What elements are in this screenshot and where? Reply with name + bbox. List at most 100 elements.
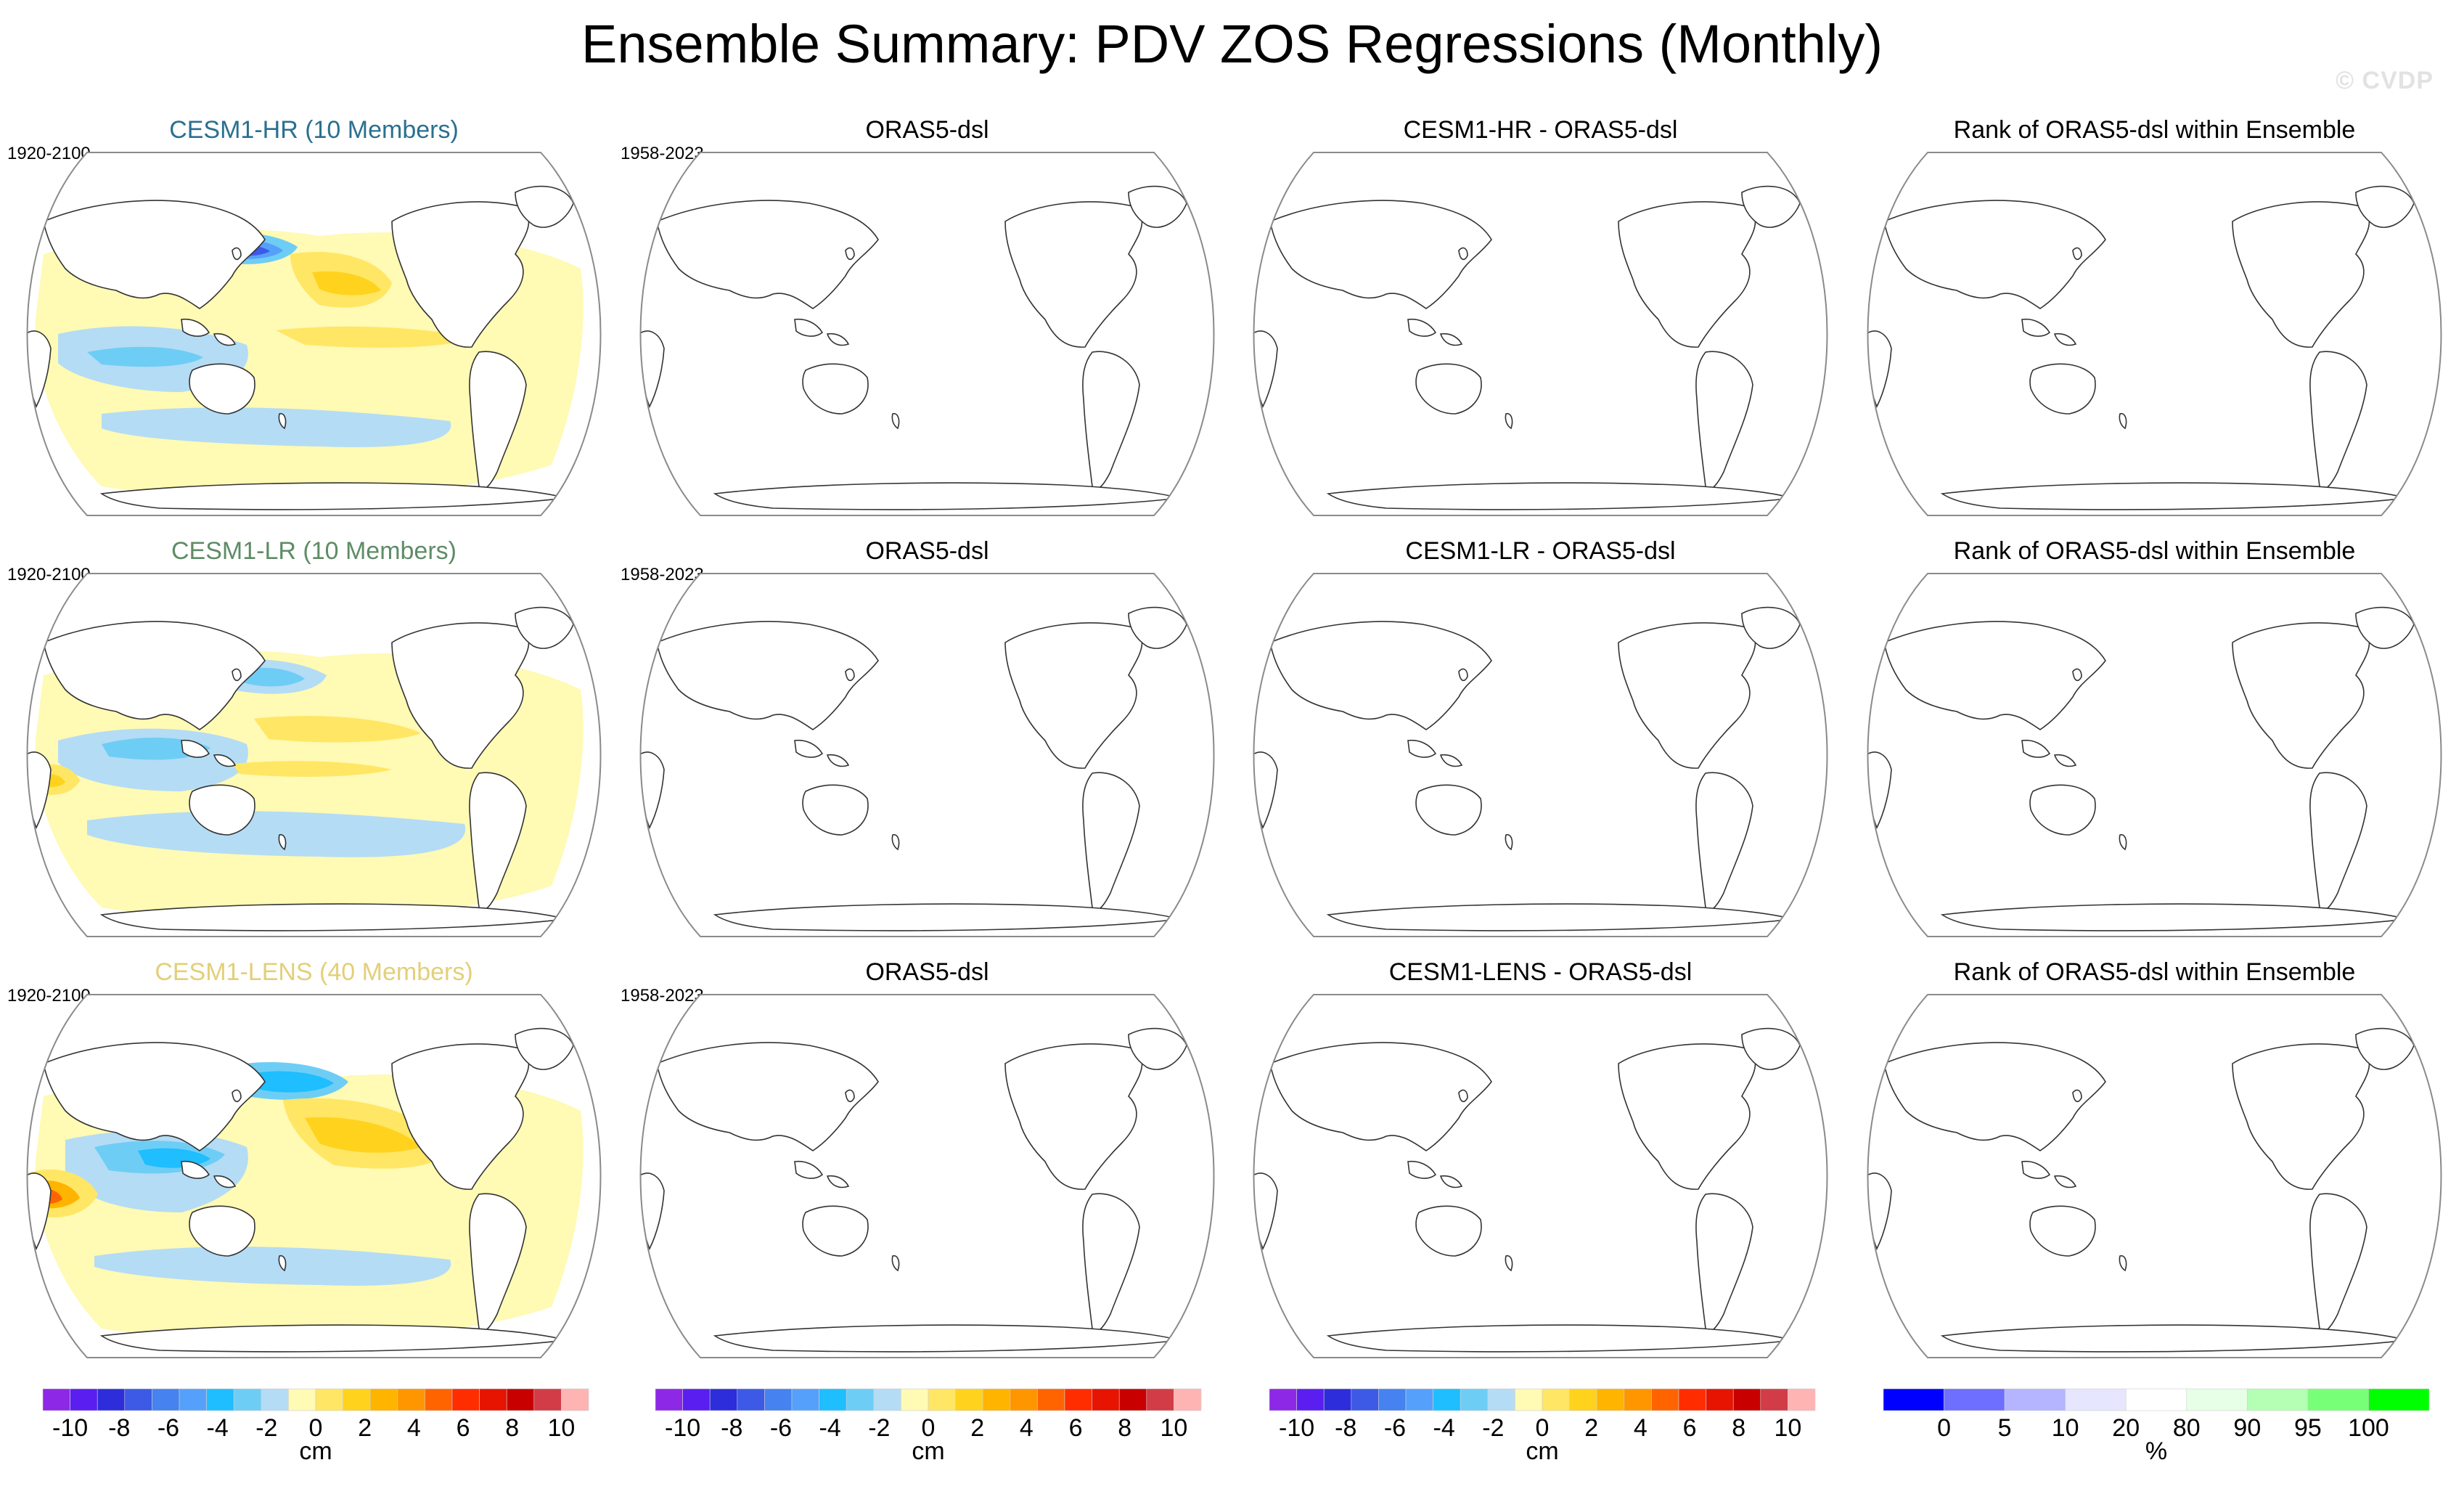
colorbar-swatch xyxy=(1569,1388,1597,1411)
coastline-8 xyxy=(891,412,900,430)
obs-0-years: 1958-2023 xyxy=(621,144,704,163)
model-0-panel: CESM1-HR (10 Members) 1920-2100 xyxy=(7,116,621,523)
colorbar-swatch xyxy=(1296,1388,1325,1411)
colorbar-swatch xyxy=(315,1388,343,1411)
colorbar-swatch xyxy=(42,1388,70,1411)
obs-2-panel: ORAS5-dsl 1958-2023 xyxy=(621,958,1234,1365)
model-1-panel: CESM1-LR (10 Members) 1920-2100 xyxy=(7,537,621,944)
coastline-3 xyxy=(43,200,266,309)
coastline-8 xyxy=(2119,412,2127,430)
model-2-years: 1920-2100 xyxy=(7,986,91,1006)
colorbar-tick-label: 6 xyxy=(1682,1414,1697,1442)
coastline-7 xyxy=(802,784,869,836)
coastline-6 xyxy=(213,1175,237,1188)
colorbar-swatch xyxy=(179,1388,207,1411)
colorbar-swatch xyxy=(70,1388,98,1411)
coastline-7 xyxy=(1415,1205,1482,1257)
colorbar-unit: cm xyxy=(299,1437,332,1465)
colorbar-swatch xyxy=(1433,1388,1461,1411)
coastline-5 xyxy=(2021,1160,2051,1179)
coastline-6 xyxy=(826,754,850,767)
coastline-0 xyxy=(1004,622,1143,769)
coastline-10 xyxy=(1458,1089,1468,1103)
colorbar-tick-label: 8 xyxy=(1732,1414,1746,1442)
colorbar-swatch xyxy=(506,1388,535,1411)
rank-0-map xyxy=(1867,152,2442,516)
colorbar-tick-label: -6 xyxy=(769,1414,793,1442)
rank-1-panel: Rank of ORAS5-dsl within Ensemble xyxy=(1848,537,2461,944)
rank-0-panel: Rank of ORAS5-dsl within Ensemble xyxy=(1848,116,2461,523)
colorbar-swatch xyxy=(1706,1388,1734,1411)
coastline-6 xyxy=(826,1175,850,1188)
coastline-6 xyxy=(2053,1175,2077,1188)
coastline-8 xyxy=(1505,833,1513,851)
coastline-7 xyxy=(2029,1205,2096,1257)
coastline-5 xyxy=(794,1160,824,1179)
obs-0-title: ORAS5-dsl xyxy=(865,116,989,144)
coastline-7 xyxy=(2029,784,2096,836)
colorbar-tick-label: -8 xyxy=(108,1414,131,1442)
colorbar-tick-label: 8 xyxy=(1118,1414,1132,1442)
model-0-title: CESM1-HR (10 Members) xyxy=(169,116,459,144)
colorbar-tick-label: -10 xyxy=(665,1414,701,1442)
coastline-0 xyxy=(391,201,530,348)
colorbar-unit: cm xyxy=(1526,1437,1559,1465)
colorbar-swatch xyxy=(1269,1388,1297,1411)
coastline-7 xyxy=(1415,363,1482,415)
rank-2-title: Rank of ORAS5-dsl within Ensemble xyxy=(1953,958,2356,986)
coastline-3 xyxy=(1269,200,1492,309)
obs-0-map xyxy=(639,152,1215,516)
coastline-2 xyxy=(1082,1193,1140,1332)
colorbar-swatch xyxy=(2368,1388,2430,1411)
model-0-years: 1920-2100 xyxy=(7,144,91,163)
coastline-5 xyxy=(181,739,210,758)
colorbar-swatch xyxy=(1146,1388,1174,1411)
coastline-8 xyxy=(2119,1255,2127,1272)
coastline-8 xyxy=(1505,1255,1513,1272)
colorbar-swatch xyxy=(425,1388,453,1411)
coastline-5 xyxy=(794,318,824,337)
colorbar-tick-label: 10 xyxy=(2051,1414,2079,1442)
colorbar-tick-label: 4 xyxy=(406,1414,421,1442)
colorbar-swatch xyxy=(2307,1388,2369,1411)
coastline-3 xyxy=(1269,1042,1492,1151)
model-1-title: CESM1-LR (10 Members) xyxy=(171,537,457,565)
coastline-8 xyxy=(278,412,287,430)
colorbar-swatch xyxy=(152,1388,180,1411)
colorbar-swatch xyxy=(2125,1388,2187,1411)
colorbar-tick-label: 0 xyxy=(308,1414,323,1442)
colorbar-tick-label: 90 xyxy=(2233,1414,2262,1442)
coastline-3 xyxy=(43,621,266,730)
colorbar-tick-label: 80 xyxy=(2172,1414,2201,1442)
obs-0-panel: ORAS5-dsl 1958-2023 xyxy=(621,116,1234,523)
colorbar-swatch xyxy=(1788,1388,1816,1411)
coastline-3 xyxy=(1883,621,2106,730)
coastline-8 xyxy=(278,833,287,851)
colorbar-swatch xyxy=(1323,1388,1352,1411)
coastline-6 xyxy=(1439,1175,1463,1188)
coastline-5 xyxy=(794,739,824,758)
colorbar-swatch xyxy=(2065,1388,2127,1411)
coastline-1 xyxy=(2355,1027,2415,1070)
colorbar-swatch xyxy=(261,1388,289,1411)
coastline-10 xyxy=(845,668,855,682)
coastline-3 xyxy=(656,200,879,309)
colorbar-tick-label: 2 xyxy=(970,1414,985,1442)
cvdp-watermark: © CVDP xyxy=(2336,67,2434,94)
coastline-0 xyxy=(1618,1043,1756,1190)
colorbar-swatch xyxy=(343,1388,371,1411)
coastline-10 xyxy=(2072,668,2082,682)
colorbar-swatch xyxy=(97,1388,126,1411)
obs-1-map xyxy=(639,573,1215,937)
model-2-panel: CESM1-LENS (40 Members) 1920-2100 xyxy=(7,958,621,1365)
coastline-1 xyxy=(515,185,574,228)
colorbar-swatch xyxy=(561,1388,589,1411)
colorbar-2: -10 -8 -6 -4 -2 0 2 4 6 8 10 cm xyxy=(1269,1388,1835,1497)
colorbar-tick-label: 2 xyxy=(1584,1414,1599,1442)
colorbar-tick-label: 0 xyxy=(921,1414,936,1442)
colorbar-swatch xyxy=(655,1388,683,1411)
colorbar-tick-label: -2 xyxy=(255,1414,278,1442)
colorbar-tick-label: 0 xyxy=(1535,1414,1550,1442)
coastline-3 xyxy=(656,1042,879,1151)
diff-1-title: CESM1-LR - ORAS5-dsl xyxy=(1405,537,1676,565)
